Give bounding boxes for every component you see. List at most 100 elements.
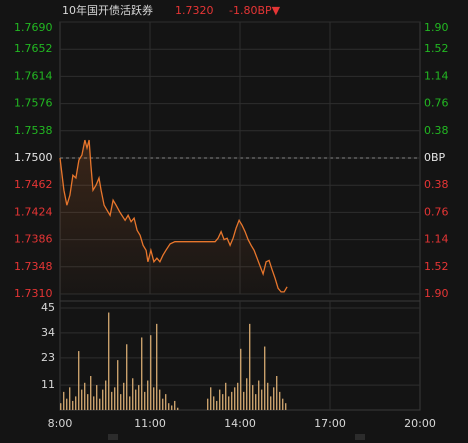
line-area: [60, 140, 288, 294]
x-tick-label: 20:00: [404, 417, 436, 430]
volume-bar: [273, 387, 275, 410]
volume-bar: [228, 396, 230, 410]
volume-bar: [90, 376, 92, 410]
y2-tick-label: 0.38: [424, 124, 449, 137]
volume-bar: [207, 398, 209, 410]
y-tick-label: 1.7424: [14, 205, 53, 218]
volume-bar: [249, 323, 251, 410]
volume-bar: [261, 389, 263, 410]
x-tick-label: 14:00: [224, 417, 256, 430]
y-tick-label: 1.7462: [14, 178, 53, 191]
y-tick-label: 1.7310: [14, 287, 53, 300]
volume-bar: [276, 376, 278, 410]
y-tick-label: 1.7538: [14, 124, 53, 137]
scroll-handle[interactable]: [108, 434, 118, 440]
volume-bar: [84, 382, 86, 410]
volume-bar: [123, 382, 125, 410]
volume-bar: [63, 391, 65, 410]
volume-bar: [129, 396, 131, 410]
y-tick-label: 1.7386: [14, 233, 53, 246]
volume-bar: [264, 346, 266, 410]
volume-bar: [66, 398, 68, 410]
volume-bar: [219, 389, 221, 410]
volume-bar: [126, 344, 128, 410]
volume-bar: [75, 396, 77, 410]
y-tick-label: 1.7614: [14, 69, 53, 82]
last-price: 1.7320: [175, 4, 214, 17]
y2-tick-label: 1.14: [424, 69, 449, 82]
y-tick-label: 23: [41, 351, 55, 364]
volume-bar: [225, 382, 227, 410]
volume-bar: [132, 378, 134, 410]
volume-bar: [114, 387, 116, 410]
volume-bar: [270, 396, 272, 410]
volume-bar: [282, 398, 284, 410]
volume-bar: [216, 400, 218, 410]
volume-bar: [159, 389, 161, 410]
volume-bar: [135, 389, 137, 410]
volume-bar: [93, 396, 95, 410]
volume-bar: [111, 391, 113, 410]
volume-bar: [162, 398, 164, 410]
y-tick-label: 1.7690: [14, 21, 53, 34]
volume-bar: [102, 389, 104, 410]
y2-tick-label: 0.76: [424, 205, 449, 218]
x-tick-label: 11:00: [134, 417, 166, 430]
volume-bar: [237, 382, 239, 410]
y-tick-label: 1.7576: [14, 97, 53, 110]
volume-bar: [150, 335, 152, 410]
volume-bar: [78, 351, 80, 410]
volume-bar: [213, 396, 215, 410]
volume-bar: [165, 394, 167, 410]
volume-bar: [255, 394, 257, 410]
y-tick-label: 1.7348: [14, 260, 53, 273]
price-change: -1.80BP▼: [229, 4, 281, 17]
scroll-handle[interactable]: [355, 434, 365, 440]
y2-tick-label: 0BP: [424, 151, 446, 164]
line: [59, 139, 288, 293]
volume-bar: [156, 323, 158, 410]
volume-bar: [267, 382, 269, 410]
y-tick-label: 11: [41, 378, 55, 391]
volume-bar: [60, 403, 62, 410]
volume-bar: [120, 394, 122, 410]
volume-bar: [177, 407, 179, 410]
volume-bar: [81, 389, 83, 410]
chart-title: 10年国开债活跃券: [62, 3, 153, 17]
y-tick-label: 45: [41, 301, 55, 314]
volume-bar: [246, 378, 248, 410]
y-tick-label: 34: [41, 326, 55, 339]
x-tick-label: 8:00: [48, 417, 73, 430]
y2-tick-label: 1.90: [424, 21, 449, 34]
y-tick-label: 1.7652: [14, 42, 53, 55]
y2-tick-label: 0.76: [424, 97, 449, 110]
volume-bar: [141, 337, 143, 410]
volume-bar: [171, 405, 173, 410]
volume-bar: [174, 400, 176, 410]
volume-bar: [138, 385, 140, 410]
volume-bar: [72, 400, 74, 410]
volume-bar: [279, 391, 281, 410]
volume-bar: [252, 385, 254, 410]
y2-tick-label: 1.90: [424, 287, 449, 300]
volume-bar: [96, 385, 98, 410]
y2-tick-label: 1.52: [424, 260, 449, 273]
y-tick-label: 1.7500: [14, 151, 53, 164]
volume-bar: [99, 398, 101, 410]
volume-bar: [222, 394, 224, 410]
volume-bar: [234, 387, 236, 410]
volume-bar: [153, 387, 155, 410]
volume-bar: [144, 391, 146, 410]
y2-tick-label: 0.38: [424, 178, 449, 191]
volume-bar: [108, 312, 110, 410]
volume-bar: [117, 360, 119, 410]
volume-bar: [231, 391, 233, 410]
y2-tick-label: 1.14: [424, 233, 449, 246]
volume-bar: [285, 403, 287, 410]
volume-bar: [168, 403, 170, 410]
volume-bar: [147, 380, 149, 410]
y2-tick-label: 1.52: [424, 42, 449, 55]
volume-bar: [105, 380, 107, 410]
